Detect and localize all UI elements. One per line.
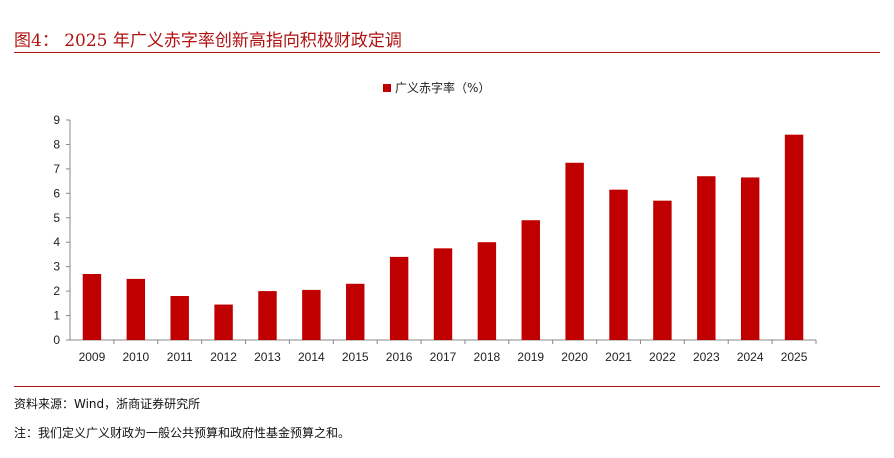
- x-tick-label: 2012: [210, 350, 237, 364]
- x-tick-label: 2014: [298, 350, 325, 364]
- bar: [521, 220, 540, 340]
- bar: [609, 189, 628, 340]
- x-tick-label: 2011: [167, 350, 193, 364]
- bar: [126, 278, 146, 340]
- page-title: 图4： 2025 年广义赤字率创新高指向积极财政定调: [14, 31, 402, 51]
- bar: [653, 200, 672, 340]
- y-tick-label: 5: [53, 211, 60, 225]
- bar: [346, 283, 365, 340]
- bar: [302, 289, 321, 340]
- chart-legend: 广义赤字率（%）: [383, 79, 490, 96]
- x-tick-label: 2013: [254, 350, 281, 364]
- x-tick-label: 2021: [605, 350, 632, 364]
- x-tick-label: 2015: [342, 350, 369, 364]
- x-tick-label: 2022: [649, 350, 676, 364]
- y-tick-label: 6: [53, 186, 60, 200]
- source-note: 资料来源：Wind，浙商证券研究所: [14, 397, 201, 411]
- bar: [433, 248, 453, 340]
- y-tick-label: 1: [53, 309, 60, 323]
- bar: [697, 176, 716, 340]
- x-tick-label: 2009: [79, 350, 106, 364]
- y-tick-label: 0: [53, 333, 60, 347]
- footer-divider: [14, 386, 880, 387]
- bar: [389, 256, 409, 340]
- bar: [784, 134, 804, 340]
- bar: [170, 296, 189, 340]
- x-tick-label: 2010: [122, 350, 149, 364]
- x-tick-label: 2017: [430, 350, 457, 364]
- definition-note: 注：我们定义广义财政为一般公共预算和政府性基金预算之和。: [14, 426, 351, 440]
- y-tick-label: 3: [53, 260, 60, 274]
- y-tick-label: 7: [53, 162, 60, 176]
- legend-label: 广义赤字率（%）: [395, 81, 491, 95]
- bar: [740, 177, 760, 340]
- bar: [82, 274, 102, 340]
- x-tick-label: 2019: [517, 350, 544, 364]
- x-tick-label: 2016: [386, 350, 413, 364]
- title-divider: [14, 52, 880, 53]
- y-tick-label: 8: [53, 137, 60, 151]
- y-tick-label: 9: [53, 113, 60, 127]
- bar: [565, 162, 584, 340]
- bar: [214, 304, 233, 340]
- x-tick-label: 2018: [474, 350, 501, 364]
- x-tick-label: 2025: [781, 350, 808, 364]
- y-tick-label: 4: [53, 235, 60, 249]
- x-tick-label: 2024: [737, 350, 764, 364]
- y-tick-label: 2: [53, 284, 60, 298]
- bar: [477, 242, 497, 340]
- bar: [258, 291, 277, 340]
- x-tick-label: 2020: [561, 350, 588, 364]
- legend-swatch: [383, 83, 391, 92]
- x-tick-label: 2023: [693, 350, 720, 364]
